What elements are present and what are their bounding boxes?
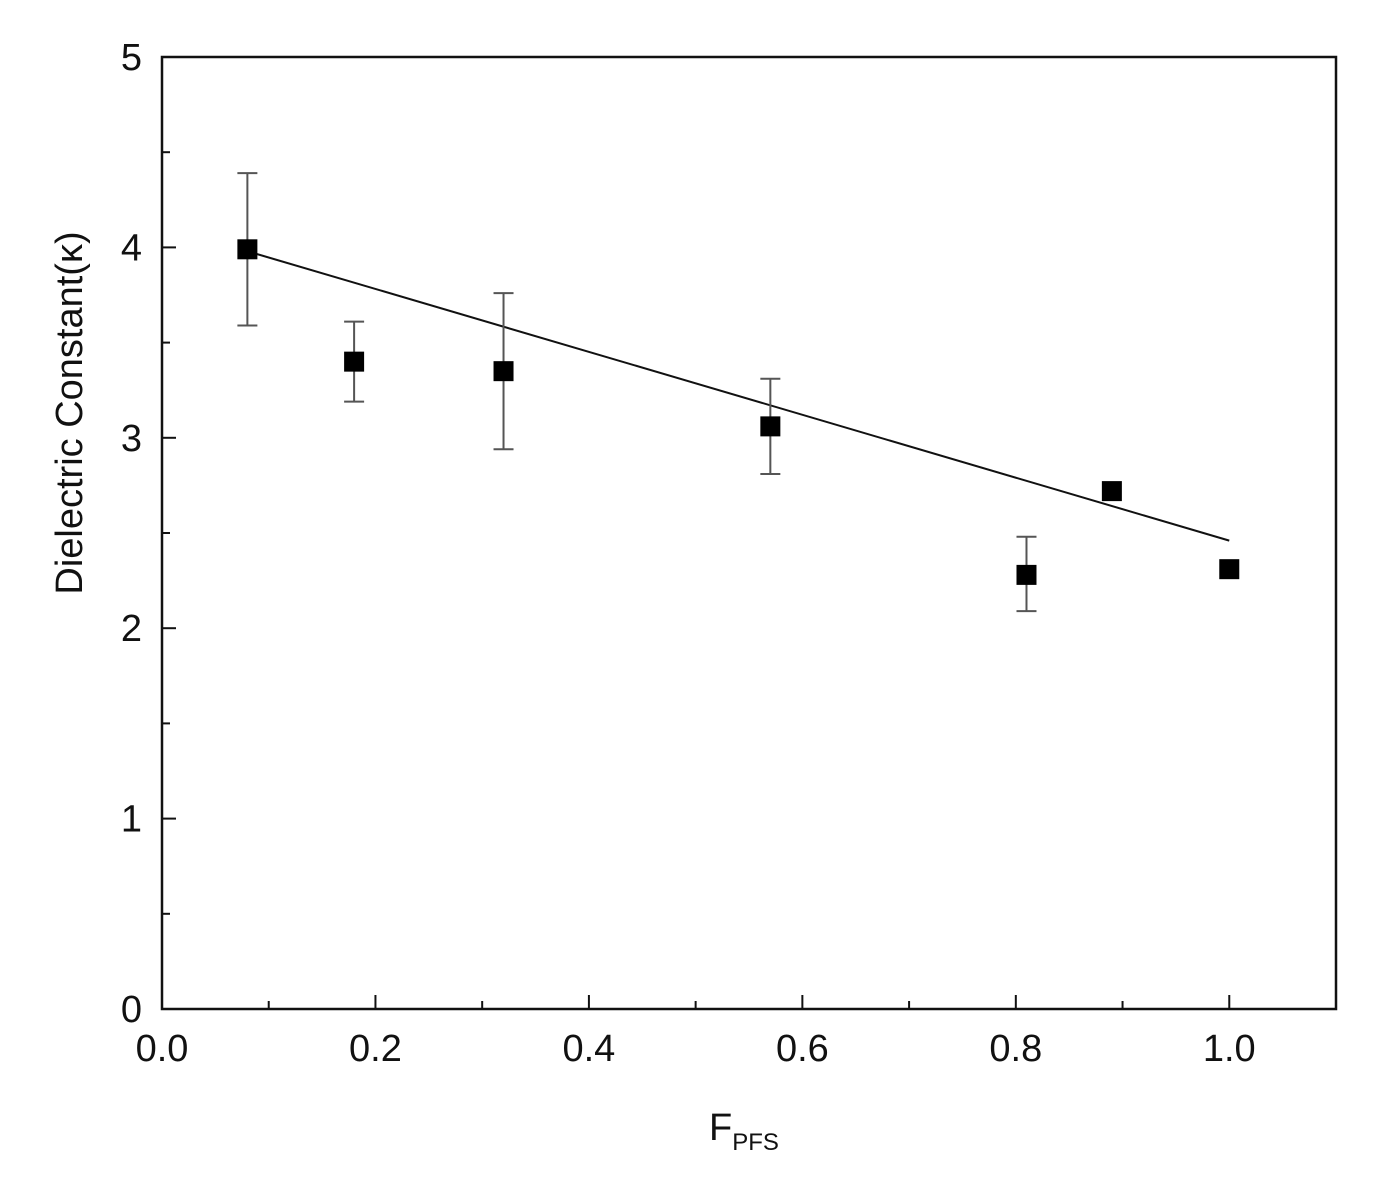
data-point [344, 351, 365, 372]
data-points [237, 239, 1240, 585]
axes: 0.0 0.2 0.4 0.6 0.8 1.0 0 1 2 3 4 5 [121, 37, 1338, 1070]
data-point [493, 361, 514, 382]
data-point [1016, 564, 1037, 585]
y-tick-label: 5 [121, 37, 142, 79]
linear-fit-line [247, 250, 1230, 542]
x-tick-label: 0.8 [989, 1028, 1042, 1070]
plot-frame [160, 55, 1338, 1011]
axis-labels: FPFS Dielectric Constant(κ) [49, 231, 779, 1156]
y-tick-label: 2 [121, 608, 142, 650]
data-point [237, 239, 258, 260]
x-axis-title-main: F [709, 1107, 732, 1149]
y-axis-title: Dielectric Constant(κ) [49, 231, 91, 594]
y-tick-label: 3 [121, 418, 142, 460]
x-tick-label: 0.0 [136, 1028, 189, 1070]
x-tick-label: 0.4 [562, 1028, 615, 1070]
x-axis-title: FPFS [709, 1107, 779, 1156]
x-tick-label: 1.0 [1203, 1028, 1256, 1070]
y-tick-label: 0 [121, 989, 142, 1031]
x-axis-title-subscript: PFS [732, 1129, 779, 1156]
data-point [1219, 559, 1240, 580]
y-tick-label: 1 [121, 799, 142, 841]
data-point [1101, 481, 1122, 502]
data-point [760, 416, 781, 437]
y-tick-label: 4 [121, 227, 142, 269]
error-bars [237, 172, 1037, 613]
x-tick-label: 0.2 [349, 1028, 402, 1070]
fit-line-layer [247, 250, 1230, 542]
x-tick-label: 0.6 [776, 1028, 829, 1070]
